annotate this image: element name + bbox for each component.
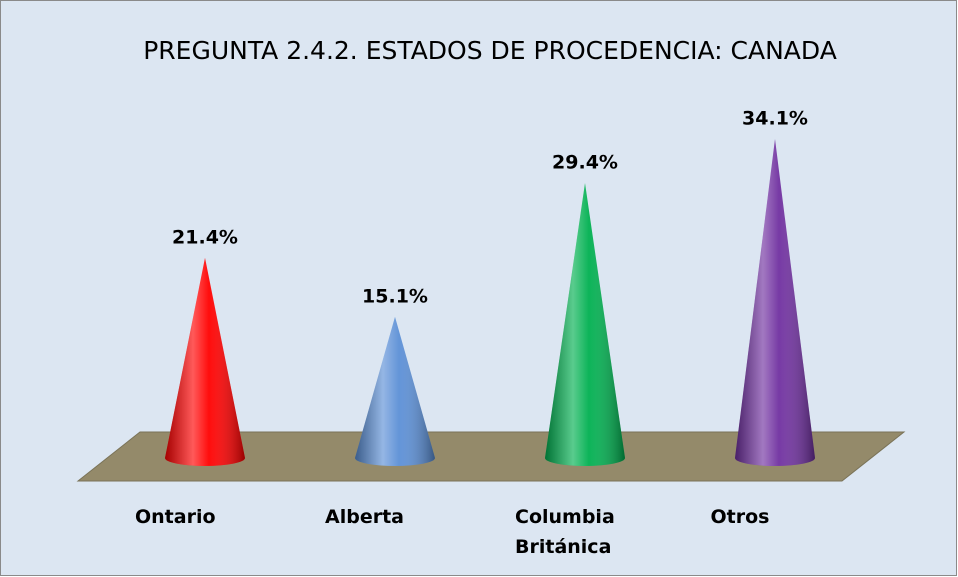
value-label: 34.1% <box>742 108 808 130</box>
cone-shade <box>735 139 815 467</box>
cone-shade <box>165 257 245 466</box>
category-label: Ontario <box>135 506 216 528</box>
chart-title: PREGUNTA 2.4.2. ESTADOS DE PROCEDENCIA: … <box>143 36 837 65</box>
cone-shade <box>545 183 625 467</box>
category-label: Otros <box>710 506 770 528</box>
value-label: 29.4% <box>552 152 618 174</box>
value-label: 15.1% <box>362 285 428 307</box>
floor <box>76 431 906 482</box>
category-label: Alberta <box>325 506 404 528</box>
category-label: Columbia Británica <box>515 506 615 558</box>
value-label: 21.4% <box>172 226 238 248</box>
cone-shade <box>355 316 435 466</box>
